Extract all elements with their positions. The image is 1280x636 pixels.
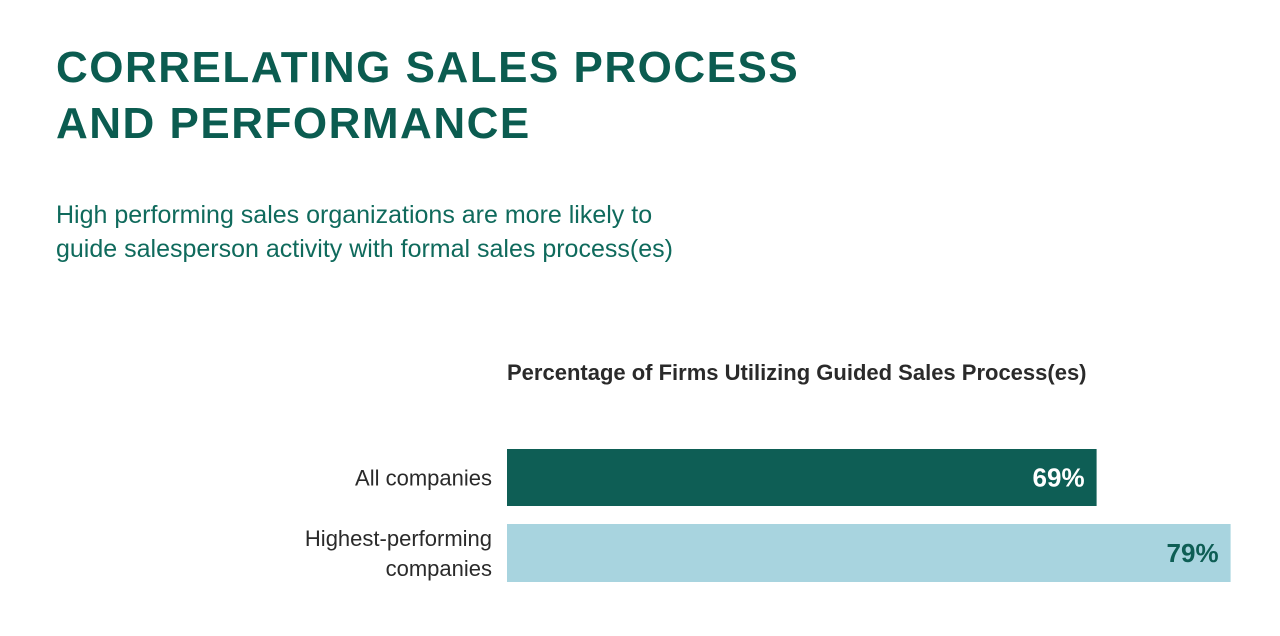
- page-title: CORRELATING SALES PROCESS AND PERFORMANCE: [56, 40, 799, 152]
- data-label-0: 69%: [1033, 463, 1085, 493]
- title-line-1: CORRELATING SALES PROCESS: [56, 43, 800, 92]
- subtitle-line-2: guide salesperson activity with formal s…: [56, 235, 673, 263]
- bar-1: [507, 524, 1231, 582]
- category-label-1: Highest-performing: [305, 526, 492, 551]
- data-label-1: 79%: [1167, 538, 1219, 568]
- subtitle: High performing sales organizations are …: [56, 198, 816, 266]
- category-label-0: All companies: [355, 466, 492, 491]
- chart-title: Percentage of Firms Utilizing Guided Sal…: [507, 360, 1087, 385]
- subtitle-line-1: High performing sales organizations are …: [56, 201, 653, 229]
- bar-0: [507, 449, 1097, 506]
- title-line-2: AND PERFORMANCE: [56, 99, 531, 148]
- category-label-1: companies: [386, 556, 492, 581]
